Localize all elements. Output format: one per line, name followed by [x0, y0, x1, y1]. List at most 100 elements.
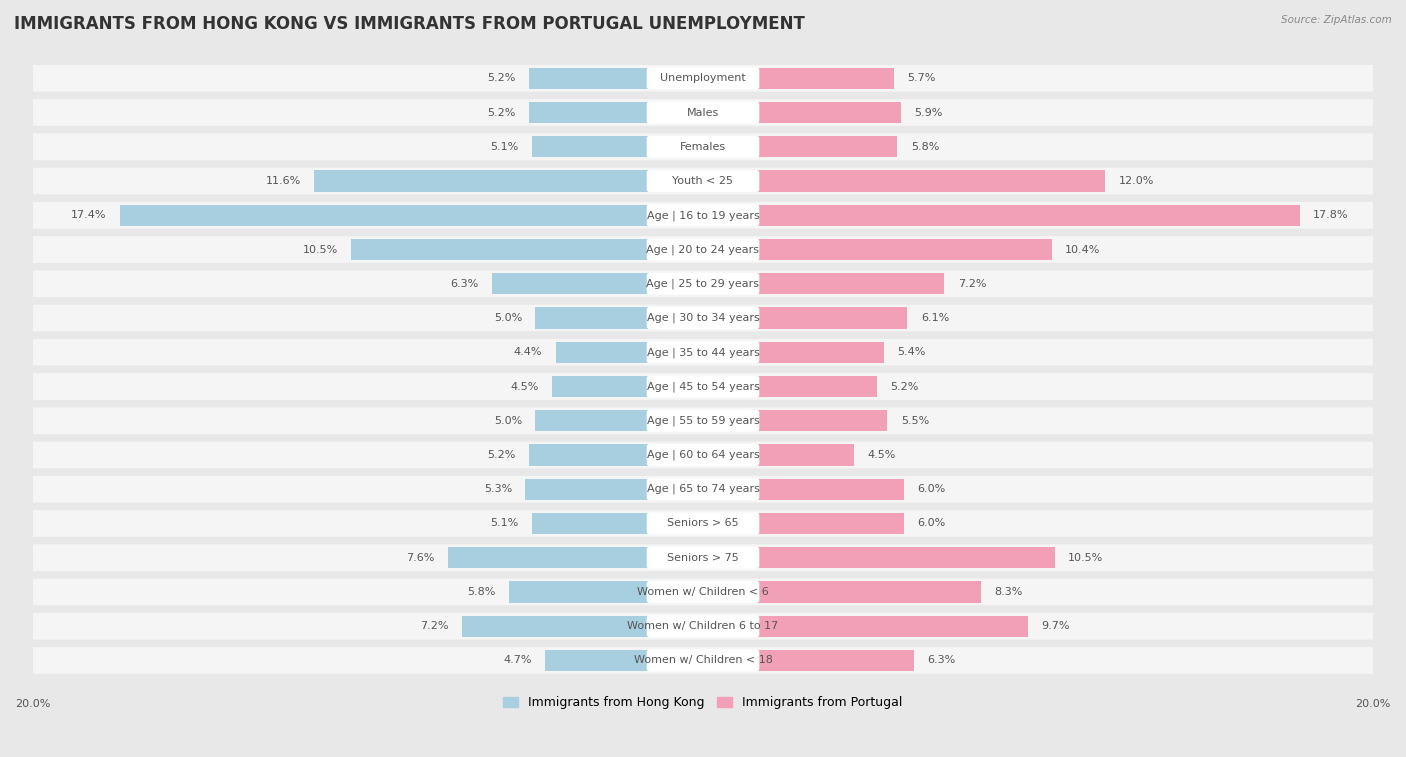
FancyBboxPatch shape: [31, 373, 1375, 400]
Bar: [703, 67, 894, 89]
FancyBboxPatch shape: [647, 444, 759, 466]
Bar: [703, 239, 1052, 260]
Text: Youth < 25: Youth < 25: [672, 176, 734, 186]
FancyBboxPatch shape: [647, 170, 759, 192]
FancyBboxPatch shape: [31, 339, 1375, 366]
Text: 11.6%: 11.6%: [266, 176, 301, 186]
Bar: [536, 307, 703, 329]
FancyBboxPatch shape: [31, 578, 1375, 606]
Text: 5.1%: 5.1%: [491, 519, 519, 528]
Bar: [531, 512, 703, 534]
FancyBboxPatch shape: [31, 168, 1375, 195]
Text: Seniors > 65: Seniors > 65: [668, 519, 738, 528]
FancyBboxPatch shape: [31, 476, 1375, 503]
Text: 6.1%: 6.1%: [921, 313, 949, 323]
Text: 5.9%: 5.9%: [914, 107, 942, 117]
FancyBboxPatch shape: [647, 375, 759, 397]
Text: Source: ZipAtlas.com: Source: ZipAtlas.com: [1281, 15, 1392, 25]
FancyBboxPatch shape: [31, 647, 1375, 674]
Text: 8.3%: 8.3%: [994, 587, 1024, 597]
Text: Age | 20 to 24 years: Age | 20 to 24 years: [647, 245, 759, 255]
FancyBboxPatch shape: [31, 270, 1375, 298]
Text: 5.0%: 5.0%: [494, 313, 522, 323]
Bar: [314, 170, 703, 192]
FancyBboxPatch shape: [31, 441, 1375, 469]
Bar: [703, 512, 904, 534]
Bar: [703, 581, 981, 603]
Bar: [529, 102, 703, 123]
Bar: [529, 444, 703, 466]
FancyBboxPatch shape: [31, 544, 1375, 571]
Bar: [703, 204, 1299, 226]
Text: 5.0%: 5.0%: [494, 416, 522, 425]
Text: Women w/ Children 6 to 17: Women w/ Children 6 to 17: [627, 621, 779, 631]
Text: 5.2%: 5.2%: [486, 107, 516, 117]
Text: Women w/ Children < 6: Women w/ Children < 6: [637, 587, 769, 597]
Bar: [703, 341, 884, 363]
FancyBboxPatch shape: [31, 99, 1375, 126]
Bar: [531, 136, 703, 157]
Bar: [461, 615, 703, 637]
Bar: [546, 650, 703, 671]
Text: 17.8%: 17.8%: [1313, 210, 1348, 220]
FancyBboxPatch shape: [647, 341, 759, 363]
Text: 5.4%: 5.4%: [897, 347, 925, 357]
Bar: [703, 136, 897, 157]
Bar: [536, 410, 703, 431]
Bar: [703, 615, 1028, 637]
FancyBboxPatch shape: [31, 65, 1375, 92]
Text: 4.5%: 4.5%: [510, 382, 538, 391]
FancyBboxPatch shape: [647, 410, 759, 431]
FancyBboxPatch shape: [647, 273, 759, 294]
FancyBboxPatch shape: [647, 204, 759, 226]
Text: 7.6%: 7.6%: [406, 553, 434, 562]
Bar: [703, 170, 1105, 192]
Bar: [703, 307, 907, 329]
FancyBboxPatch shape: [647, 307, 759, 329]
Text: 5.2%: 5.2%: [890, 382, 920, 391]
Text: 5.2%: 5.2%: [486, 450, 516, 460]
Bar: [703, 444, 853, 466]
Text: 5.8%: 5.8%: [911, 142, 939, 152]
Text: 9.7%: 9.7%: [1042, 621, 1070, 631]
Text: Age | 55 to 59 years: Age | 55 to 59 years: [647, 416, 759, 426]
Text: 4.4%: 4.4%: [513, 347, 543, 357]
Bar: [703, 376, 877, 397]
FancyBboxPatch shape: [31, 613, 1375, 640]
Bar: [352, 239, 703, 260]
Bar: [529, 67, 703, 89]
Text: 10.5%: 10.5%: [302, 245, 337, 254]
Text: Women w/ Children < 18: Women w/ Children < 18: [634, 656, 772, 665]
Text: 5.2%: 5.2%: [486, 73, 516, 83]
Text: 5.1%: 5.1%: [491, 142, 519, 152]
Bar: [703, 410, 887, 431]
Bar: [703, 547, 1054, 569]
FancyBboxPatch shape: [647, 136, 759, 157]
Text: 12.0%: 12.0%: [1119, 176, 1154, 186]
Text: 7.2%: 7.2%: [420, 621, 449, 631]
Text: Age | 65 to 74 years: Age | 65 to 74 years: [647, 484, 759, 494]
Text: Age | 60 to 64 years: Age | 60 to 64 years: [647, 450, 759, 460]
Text: 5.5%: 5.5%: [901, 416, 929, 425]
Legend: Immigrants from Hong Kong, Immigrants from Portugal: Immigrants from Hong Kong, Immigrants fr…: [498, 691, 908, 715]
Bar: [553, 376, 703, 397]
Bar: [120, 204, 703, 226]
Text: 6.3%: 6.3%: [928, 656, 956, 665]
Text: 4.5%: 4.5%: [868, 450, 896, 460]
FancyBboxPatch shape: [647, 478, 759, 500]
Text: 5.8%: 5.8%: [467, 587, 495, 597]
Text: 5.3%: 5.3%: [484, 484, 512, 494]
FancyBboxPatch shape: [647, 581, 759, 603]
Bar: [703, 478, 904, 500]
Bar: [555, 341, 703, 363]
FancyBboxPatch shape: [647, 67, 759, 89]
Bar: [703, 273, 945, 294]
Text: 10.4%: 10.4%: [1064, 245, 1101, 254]
Text: Unemployment: Unemployment: [661, 73, 745, 83]
FancyBboxPatch shape: [647, 650, 759, 671]
Text: 7.2%: 7.2%: [957, 279, 986, 288]
Text: 5.7%: 5.7%: [907, 73, 936, 83]
Bar: [449, 547, 703, 569]
Text: 10.5%: 10.5%: [1069, 553, 1104, 562]
FancyBboxPatch shape: [31, 304, 1375, 332]
